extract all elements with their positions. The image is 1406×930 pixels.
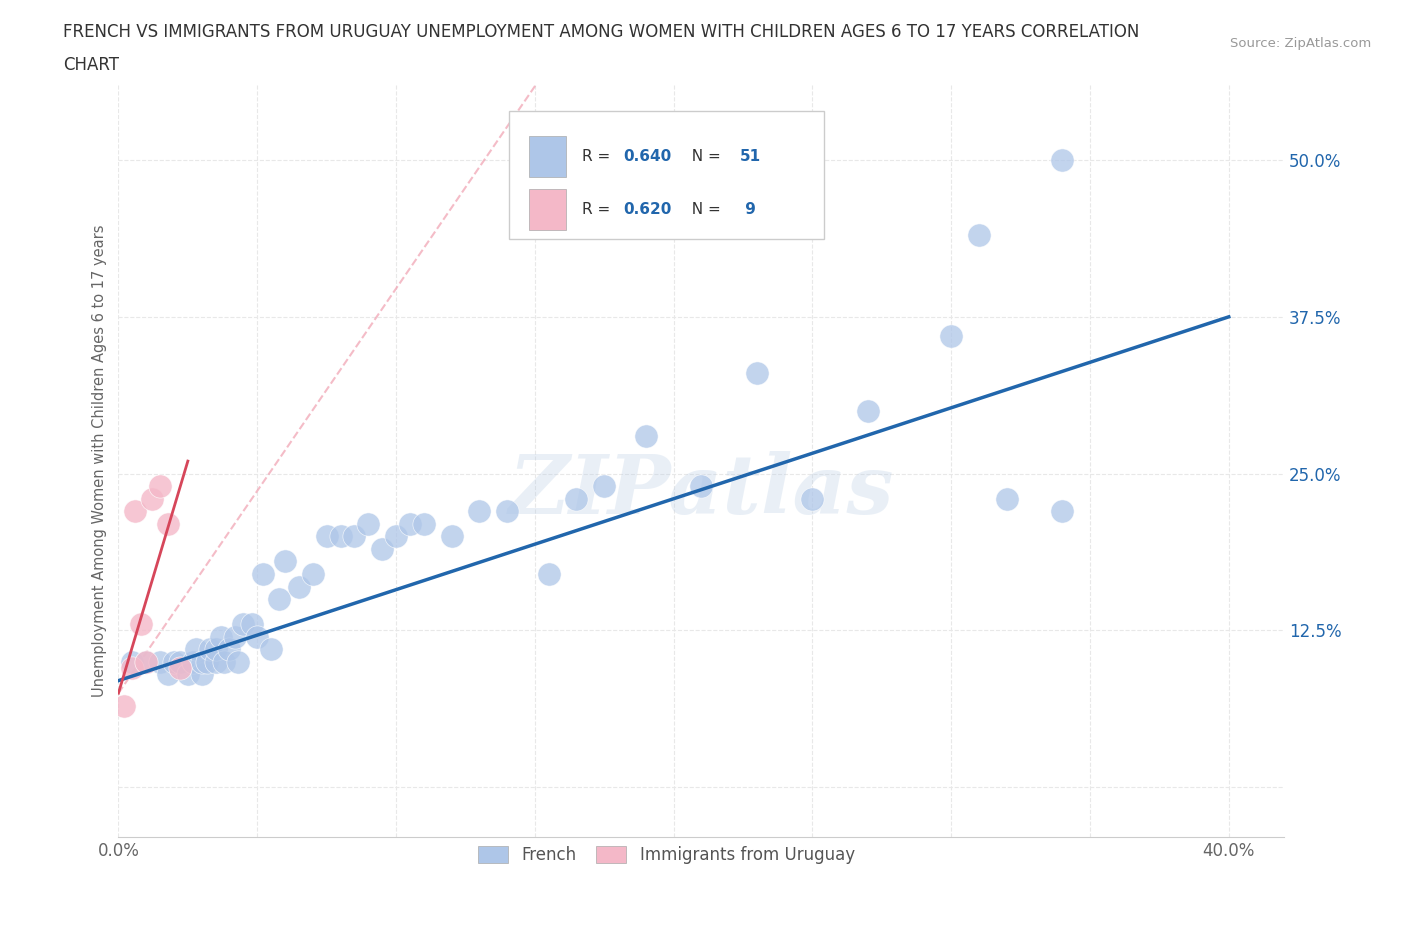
FancyBboxPatch shape [529, 136, 567, 178]
Point [329, 529, 352, 544]
Point [177, 667, 200, 682]
Point [135, 655, 157, 670]
Text: N =: N = [682, 150, 725, 165]
Point [1052, 153, 1074, 167]
Point [801, 491, 824, 506]
Point [690, 479, 713, 494]
Point [995, 491, 1018, 506]
Text: 0.640: 0.640 [623, 150, 672, 165]
Point [112, 698, 135, 713]
Text: 0.620: 0.620 [623, 203, 672, 218]
Point [260, 642, 283, 657]
Point [593, 479, 616, 494]
Text: CHART: CHART [63, 56, 120, 73]
Point [204, 642, 226, 657]
Point [565, 491, 588, 506]
Point [195, 655, 218, 670]
Point [246, 630, 269, 644]
Point [163, 655, 186, 670]
Text: N =: N = [682, 203, 725, 218]
Point [226, 655, 249, 670]
Point [412, 516, 434, 531]
Point [232, 617, 254, 631]
Legend: French, Immigrants from Uruguay: French, Immigrants from Uruguay [471, 839, 862, 870]
Point [135, 655, 157, 670]
Point [357, 516, 380, 531]
Point [856, 404, 879, 418]
Point [240, 617, 263, 631]
Point [186, 642, 208, 657]
Point [440, 529, 463, 544]
Point [157, 667, 180, 682]
Point [198, 642, 221, 657]
Point [745, 365, 768, 380]
Point [169, 660, 191, 675]
Point [209, 630, 232, 644]
Point [149, 479, 172, 494]
Point [269, 591, 291, 606]
Text: 9: 9 [740, 203, 755, 218]
Point [190, 667, 212, 682]
Text: R =: R = [582, 150, 616, 165]
Point [149, 655, 172, 670]
Point [183, 655, 205, 670]
Point [634, 429, 657, 444]
Text: ZIPatlas: ZIPatlas [509, 451, 894, 531]
Point [385, 529, 408, 544]
Point [967, 228, 990, 243]
Point [121, 655, 143, 670]
FancyBboxPatch shape [509, 111, 824, 239]
Point [537, 566, 560, 581]
Point [157, 516, 180, 531]
Point [141, 491, 163, 506]
Point [468, 504, 491, 519]
Point [212, 655, 235, 670]
Point [224, 630, 246, 644]
Point [301, 566, 323, 581]
Text: 51: 51 [740, 150, 761, 165]
Point [315, 529, 337, 544]
Point [129, 617, 152, 631]
Text: FRENCH VS IMMIGRANTS FROM URUGUAY UNEMPLOYMENT AMONG WOMEN WITH CHILDREN AGES 6 : FRENCH VS IMMIGRANTS FROM URUGUAY UNEMPL… [63, 23, 1140, 41]
Point [371, 541, 394, 556]
Point [124, 504, 146, 519]
Point [399, 516, 422, 531]
Point [190, 655, 212, 670]
Text: R =: R = [582, 203, 616, 218]
Y-axis label: Unemployment Among Women with Children Ages 6 to 17 years: Unemployment Among Women with Children A… [93, 225, 107, 698]
Point [941, 328, 963, 343]
Point [121, 660, 143, 675]
Point [218, 642, 240, 657]
FancyBboxPatch shape [529, 189, 567, 230]
Point [169, 655, 191, 670]
Point [288, 579, 311, 594]
Point [343, 529, 366, 544]
Point [274, 554, 297, 569]
Point [204, 655, 226, 670]
Point [252, 566, 274, 581]
Point [1052, 504, 1074, 519]
Text: Source: ZipAtlas.com: Source: ZipAtlas.com [1230, 37, 1371, 50]
Point [496, 504, 519, 519]
